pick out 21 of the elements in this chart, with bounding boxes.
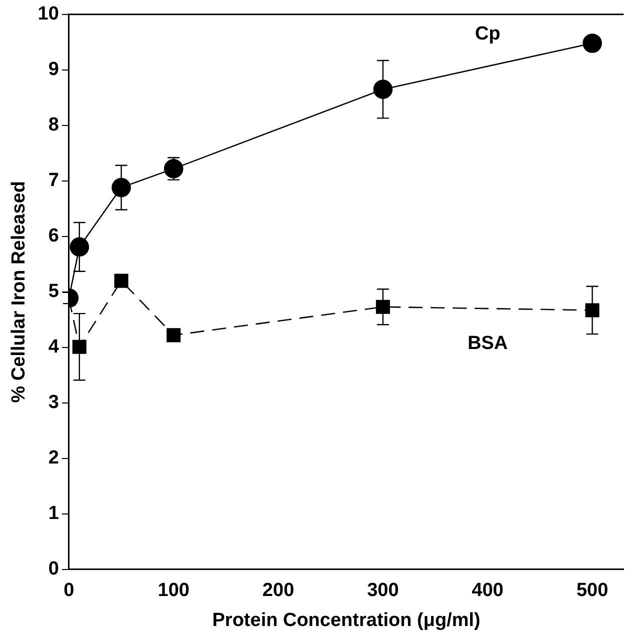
y-tick-label: 4 xyxy=(48,336,60,358)
y-tick-label: 0 xyxy=(48,558,59,580)
x-tick-label: 300 xyxy=(367,580,399,602)
y-tick-label: 2 xyxy=(48,448,59,469)
y-tick-label: 3 xyxy=(48,392,59,414)
y-axis-title: % Cellular Iron Released xyxy=(8,181,30,403)
y-tick-label: 10 xyxy=(38,4,59,25)
y-tick-label: 8 xyxy=(48,114,59,136)
y-tick-label: 6 xyxy=(48,226,59,247)
x-tick-label: 200 xyxy=(262,580,294,602)
x-tick-label: 500 xyxy=(576,580,608,602)
x-tick-label: 400 xyxy=(472,580,504,602)
y-tick-label: 9 xyxy=(48,59,59,80)
series-label: Cp xyxy=(474,24,500,45)
x-axis-title: Protein Concentration (μg/ml) xyxy=(212,610,480,631)
x-tick-label: 0 xyxy=(64,580,74,602)
y-tick-label: 7 xyxy=(48,170,59,192)
x-tick-label: 100 xyxy=(158,580,190,602)
y-tick-label: 5 xyxy=(48,281,60,302)
series-label: BSA xyxy=(468,332,508,354)
y-tick-label: 1 xyxy=(48,503,60,524)
